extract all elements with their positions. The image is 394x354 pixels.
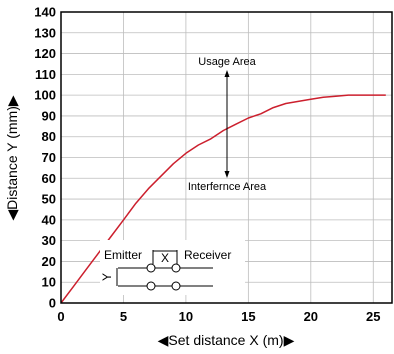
y-tick-label: 110 — [35, 67, 56, 82]
y-tick-label: 70 — [42, 150, 56, 165]
y-tick-label: 130 — [34, 25, 56, 40]
y-symbol-label: Y — [100, 273, 114, 281]
series-line — [60, 94, 386, 304]
y-tick-label: 30 — [42, 233, 56, 248]
y-tick-label: 140 — [34, 5, 56, 20]
y-tick-label: 120 — [34, 46, 56, 61]
y-axis-title: ◀Distance Y (mm)▶ — [4, 95, 20, 220]
y-tick-label: 40 — [42, 212, 56, 227]
x-axis-title: ◀Set distance X (m)▶ — [158, 332, 295, 348]
y-tick-label: 100 — [34, 88, 56, 103]
area-arrow-up-head — [224, 70, 230, 77]
y-tick-label: 90 — [42, 108, 56, 123]
x-tick-label: 15 — [241, 309, 255, 324]
y-tick-label: 80 — [42, 129, 56, 144]
area-annotation: Usage Area Interfernce Area — [188, 56, 267, 193]
y-tick-label: 20 — [42, 254, 56, 269]
interference-area-label: Interfernce Area — [188, 181, 267, 193]
emitter-label: Emitter — [104, 248, 142, 262]
x-tick-label: 5 — [120, 309, 127, 324]
emitter-lower-lens — [146, 281, 156, 291]
y-tick-label: 10 — [42, 275, 56, 290]
x-symbol-label: X — [161, 251, 169, 265]
plot-frame — [60, 11, 393, 304]
emitter-upper-lens — [146, 263, 156, 273]
x-tick-label: 10 — [179, 309, 193, 324]
series-group — [60, 94, 386, 304]
y-tick-label: 0 — [49, 296, 56, 311]
x-tick-label: 20 — [304, 309, 318, 324]
grid — [60, 11, 392, 304]
sensor-inset-diagram: Emitter Receiver X Y — [100, 240, 245, 295]
usage-area-label: Usage Area — [198, 56, 256, 68]
x-tick-label: 0 — [57, 309, 64, 324]
area-arrow-down-head — [224, 171, 230, 178]
receiver-upper-lens — [171, 263, 181, 273]
x-tick-label: 25 — [366, 309, 380, 324]
tick-labels: 0 10 20 30 40 50 60 70 80 90 100 110 120 130 140 0 5 10 15… — [34, 5, 380, 325]
receiver-label: Receiver — [184, 248, 231, 262]
receiver-lower-lens — [171, 281, 181, 291]
y-tick-label: 60 — [42, 171, 56, 186]
y-tick-label: 50 — [42, 192, 56, 207]
